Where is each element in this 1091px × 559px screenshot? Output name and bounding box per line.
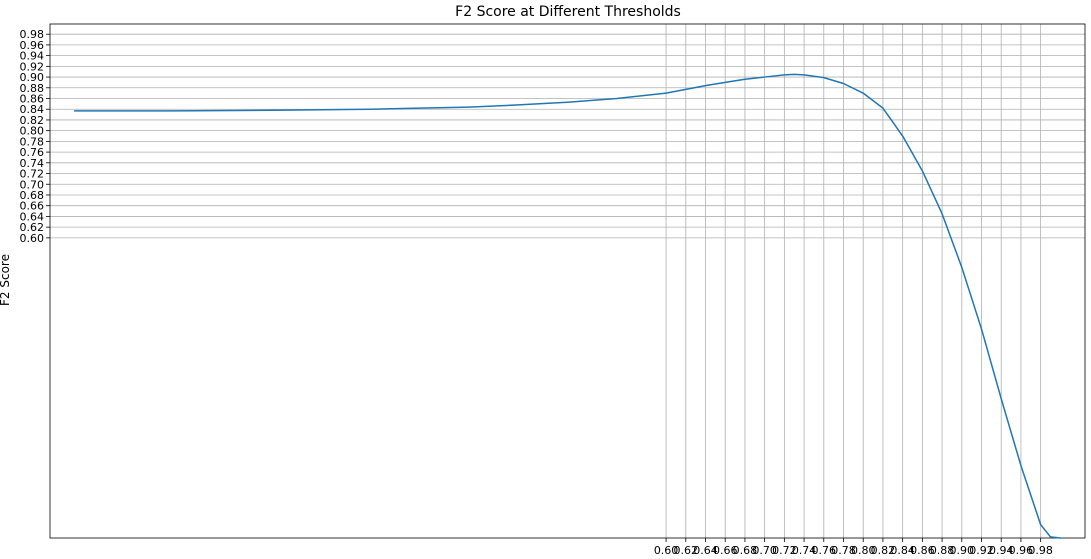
x-tick-label: 0.82 <box>871 544 896 557</box>
y-tick-label: 0.86 <box>20 93 45 106</box>
y-tick-label: 0.74 <box>20 157 45 170</box>
chart-title: F2 Score at Different Thresholds <box>455 4 681 20</box>
x-tick-labels: 0.600.620.640.660.680.700.720.740.760.78… <box>654 544 1053 557</box>
x-tick-label: 0.68 <box>733 544 758 557</box>
y-tick-label: 0.84 <box>20 103 45 116</box>
y-tick-label: 0.68 <box>20 189 45 202</box>
x-tick-label: 0.66 <box>713 544 738 557</box>
x-tick-label: 0.96 <box>1009 544 1034 557</box>
x-tick-label: 0.70 <box>752 544 777 557</box>
x-tick-label: 0.92 <box>969 544 994 557</box>
y-axis-label: F2 Score <box>0 254 12 306</box>
x-tick-label: 0.72 <box>772 544 797 557</box>
y-tick-label: 0.78 <box>20 135 45 148</box>
y-tick-label: 0.80 <box>20 125 45 138</box>
grid-layer <box>50 24 1085 538</box>
f2-score-line <box>73 73 1062 539</box>
y-tick-label: 0.96 <box>20 39 45 52</box>
x-tick-label: 0.90 <box>950 544 975 557</box>
y-tick-label: 0.90 <box>20 71 45 84</box>
x-tick-label: 0.98 <box>1028 544 1053 557</box>
y-tick-label: 0.76 <box>20 146 45 159</box>
x-tick-label: 0.74 <box>792 544 817 557</box>
axes-layer <box>46 23 1086 542</box>
x-tick-label: 0.76 <box>812 544 837 557</box>
y-tick-label: 0.88 <box>20 82 45 95</box>
x-tick-label: 0.84 <box>890 544 915 557</box>
y-tick-label: 0.82 <box>20 114 45 127</box>
y-tick-label: 0.60 <box>20 232 45 245</box>
x-tick-label: 0.78 <box>831 544 856 557</box>
x-tick-label: 0.86 <box>910 544 935 557</box>
y-tick-label: 0.70 <box>20 178 45 191</box>
y-tick-label: 0.62 <box>20 221 45 234</box>
x-tick-label: 0.62 <box>674 544 699 557</box>
x-tick-label: 0.80 <box>851 544 876 557</box>
y-tick-label: 0.94 <box>20 50 45 63</box>
x-tick-label: 0.94 <box>989 544 1014 557</box>
y-tick-label: 0.72 <box>20 168 45 181</box>
y-tick-label: 0.92 <box>20 60 45 73</box>
y-tick-labels: 0.600.620.640.660.680.700.720.740.760.78… <box>20 28 45 245</box>
x-tick-label: 0.88 <box>930 544 955 557</box>
y-tick-label: 0.64 <box>20 210 45 223</box>
axes-frame <box>49 23 1086 539</box>
y-tick-label: 0.66 <box>20 200 45 213</box>
y-tick-label: 0.98 <box>20 28 45 41</box>
x-tick-label: 0.64 <box>693 544 718 557</box>
series-layer <box>73 73 1062 539</box>
x-tick-label: 0.60 <box>654 544 679 557</box>
